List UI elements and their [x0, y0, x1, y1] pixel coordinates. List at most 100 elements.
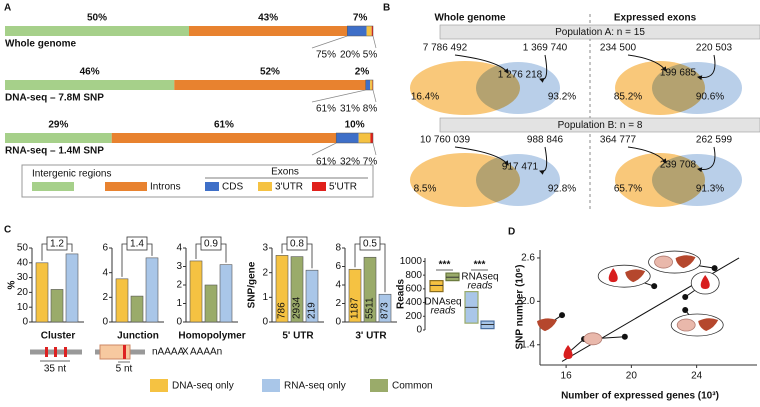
group-label: reads [430, 306, 455, 317]
legend-swatch [205, 182, 219, 191]
exon-segment [370, 133, 373, 143]
icon-blood [700, 275, 710, 290]
exon-label: 31% [340, 104, 360, 115]
y-tick-label: 0 [102, 317, 108, 328]
venn-count: 988 846 [527, 135, 564, 146]
bar-segment [5, 26, 189, 36]
y-tick-label: 0 [335, 317, 341, 328]
ratio: 0.5 [363, 239, 377, 250]
venn-count: 239 708 [660, 160, 697, 171]
exon-segment [371, 26, 373, 36]
sequence: X [182, 347, 189, 358]
exon-label: 75% [316, 50, 336, 61]
y-tick-label: 2 [262, 267, 268, 278]
bar-count: 2934 [292, 296, 303, 319]
ratio: 1.2 [50, 239, 64, 250]
schematic-label: 5 nt [116, 364, 133, 375]
sequence: AAAAn [190, 347, 222, 358]
venn-set [652, 62, 742, 114]
point [682, 307, 689, 314]
schematic-box [99, 344, 131, 360]
bar [65, 253, 79, 323]
ratio-box [286, 236, 308, 251]
population-band [439, 117, 760, 133]
legend-text: Common [392, 381, 433, 392]
bar [145, 257, 159, 323]
legend-text: RNA-seq only [284, 381, 346, 392]
bar [363, 256, 377, 323]
y-tick-label: 2 [102, 292, 108, 303]
exon-total [335, 132, 374, 144]
x-tick-label: 16 [561, 371, 573, 382]
exon-label: 8% [363, 104, 378, 115]
connector [311, 35, 348, 49]
significance: *** [474, 260, 486, 271]
ratio: 1.4 [130, 239, 144, 250]
exon-segment [347, 26, 367, 36]
y-tick-label: 6 [335, 261, 341, 272]
chart-title: Cluster [41, 331, 76, 342]
icon-liver [675, 255, 696, 269]
icon-liver [537, 318, 558, 332]
arrow [697, 54, 716, 81]
chart-title: 5' UTR [282, 331, 314, 342]
venn-count: 10 760 039 [420, 135, 470, 146]
chart-title: Junction [117, 331, 159, 342]
arrow [539, 54, 548, 83]
ratio-box [200, 236, 222, 251]
panel-label: D [508, 227, 515, 238]
column-header: Expressed exons [614, 13, 697, 24]
bar-count: 786 [277, 302, 288, 319]
bar-segment [5, 133, 112, 143]
venn-count: 234 500 [600, 43, 637, 54]
bar [35, 262, 49, 323]
y-tick-label: 50 [17, 243, 29, 254]
y-tick-label: 3 [176, 261, 182, 272]
y-tick-label: 0 [22, 317, 28, 328]
y-tick-label: 3 [262, 243, 268, 254]
row-label: DNA-seq – 7.8M SNP [5, 93, 104, 104]
bar [219, 264, 233, 323]
bar [115, 278, 129, 323]
percent-label: 43% [258, 13, 278, 24]
exon-label: 61% [316, 104, 336, 115]
legend-swatch [370, 379, 388, 392]
y-axis-label: % [7, 280, 18, 289]
bar [305, 269, 319, 323]
bar-count: 5511 [365, 297, 376, 319]
ratio: 0.8 [290, 239, 304, 250]
y-tick-label: 30 [17, 272, 29, 283]
icon-brain [583, 332, 603, 346]
icon-blood [563, 344, 573, 359]
percent-label: 50% [87, 13, 107, 24]
y-tick-label: 4 [335, 280, 341, 291]
y-axis-label: SNP/gene [247, 261, 258, 308]
venn-percent: 8.5% [414, 184, 437, 195]
row-label: Whole genome [5, 39, 77, 50]
venn-count: 262 599 [696, 135, 733, 146]
y-tick-label: 2.6 [521, 253, 535, 264]
arrow [697, 146, 716, 173]
y-tick-label: 1 [262, 292, 268, 303]
legend-swatch [105, 182, 147, 191]
exon-segment [358, 133, 371, 143]
arrow [627, 54, 667, 72]
schematic-mark [64, 347, 67, 357]
row-label: RNA-seq – 1.4M SNP [5, 146, 104, 157]
arrow [539, 146, 548, 175]
venn-count: 1 369 740 [523, 43, 568, 54]
connector [372, 89, 377, 103]
point [711, 265, 718, 272]
venn-percent: 91.3% [696, 184, 724, 195]
connector [372, 35, 377, 49]
exon-segment [370, 80, 373, 90]
bar-segment [174, 80, 366, 90]
legend-text: CDS [222, 182, 243, 193]
legend-swatch [262, 379, 280, 392]
x-tick-label: 24 [691, 371, 703, 382]
y-tick-label: 1000 [400, 256, 423, 267]
venn-percent: 90.6% [696, 92, 724, 103]
arrow [454, 54, 509, 74]
connector [372, 142, 377, 156]
ratio-box [359, 236, 381, 251]
